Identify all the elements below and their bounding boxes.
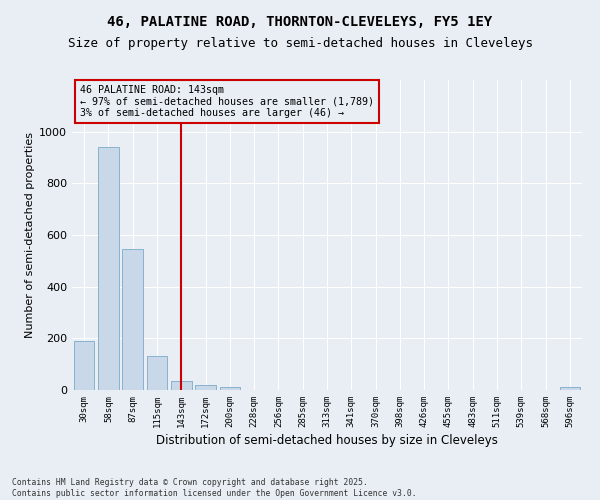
Bar <box>171 381 191 390</box>
Text: 46 PALATINE ROAD: 143sqm
← 97% of semi-detached houses are smaller (1,789)
3% of: 46 PALATINE ROAD: 143sqm ← 97% of semi-d… <box>80 84 374 118</box>
Text: Contains HM Land Registry data © Crown copyright and database right 2025.
Contai: Contains HM Land Registry data © Crown c… <box>12 478 416 498</box>
Bar <box>98 147 119 390</box>
Bar <box>195 385 216 390</box>
Bar <box>146 356 167 390</box>
Y-axis label: Number of semi-detached properties: Number of semi-detached properties <box>25 132 35 338</box>
Bar <box>122 249 143 390</box>
Bar <box>74 341 94 390</box>
Bar <box>220 388 240 390</box>
Text: 46, PALATINE ROAD, THORNTON-CLEVELEYS, FY5 1EY: 46, PALATINE ROAD, THORNTON-CLEVELEYS, F… <box>107 15 493 29</box>
Bar <box>560 386 580 390</box>
Text: Size of property relative to semi-detached houses in Cleveleys: Size of property relative to semi-detach… <box>67 38 533 51</box>
X-axis label: Distribution of semi-detached houses by size in Cleveleys: Distribution of semi-detached houses by … <box>156 434 498 447</box>
